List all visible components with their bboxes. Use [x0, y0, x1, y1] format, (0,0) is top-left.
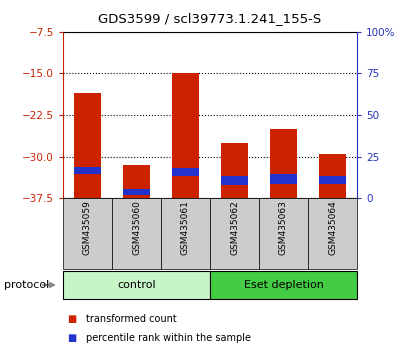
- Bar: [161, 198, 210, 269]
- Text: protocol: protocol: [4, 280, 50, 290]
- Bar: [123, 189, 150, 195]
- Bar: [319, 154, 346, 198]
- Text: transformed count: transformed count: [86, 314, 177, 324]
- Bar: [112, 198, 161, 269]
- Bar: [259, 198, 308, 269]
- Bar: [74, 167, 101, 175]
- Bar: [221, 176, 248, 185]
- Text: GSM435063: GSM435063: [279, 200, 288, 255]
- Bar: [210, 271, 357, 299]
- Bar: [63, 198, 112, 269]
- Text: control: control: [117, 280, 156, 290]
- Text: ■: ■: [67, 314, 76, 324]
- Text: ■: ■: [67, 333, 76, 343]
- Bar: [74, 93, 101, 198]
- Text: GDS3599 / scl39773.1.241_155-S: GDS3599 / scl39773.1.241_155-S: [98, 12, 322, 25]
- Text: Eset depletion: Eset depletion: [244, 280, 323, 290]
- Text: percentile rank within the sample: percentile rank within the sample: [86, 333, 251, 343]
- Text: GSM435059: GSM435059: [83, 200, 92, 255]
- Bar: [221, 143, 248, 198]
- Bar: [270, 129, 297, 198]
- Bar: [172, 168, 199, 176]
- Bar: [270, 175, 297, 184]
- Bar: [172, 73, 199, 198]
- Bar: [308, 198, 357, 269]
- Bar: [123, 165, 150, 198]
- Text: GSM435061: GSM435061: [181, 200, 190, 255]
- Text: GSM435064: GSM435064: [328, 200, 337, 255]
- Bar: [319, 176, 346, 184]
- Text: GSM435060: GSM435060: [132, 200, 141, 255]
- Bar: [63, 271, 210, 299]
- Text: GSM435062: GSM435062: [230, 200, 239, 255]
- Bar: [210, 198, 259, 269]
